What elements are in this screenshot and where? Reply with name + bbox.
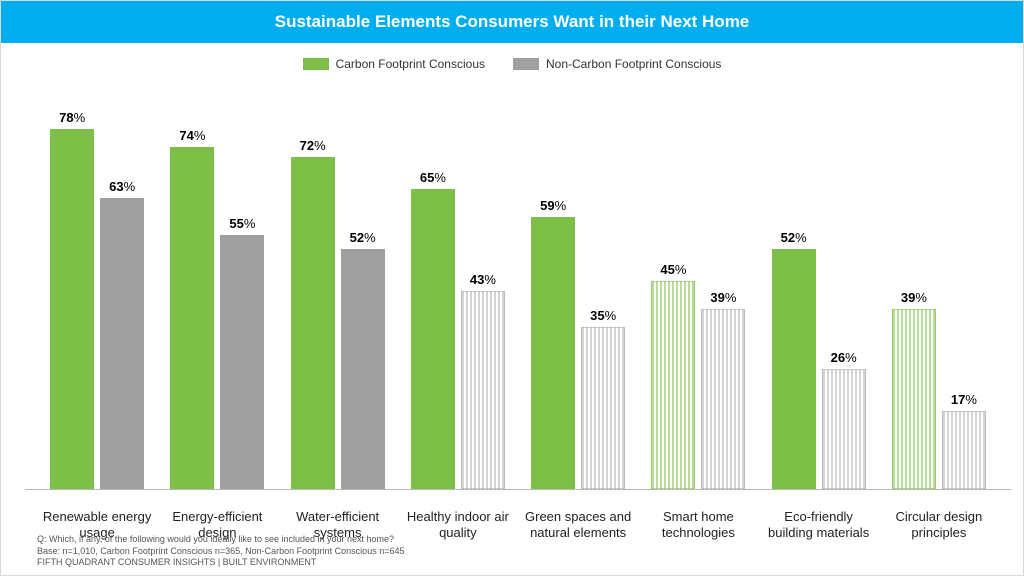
bar-value-label: 59% bbox=[540, 198, 566, 213]
bar-wrap: 39% bbox=[701, 290, 745, 489]
bar-group: 59% 35% bbox=[518, 89, 638, 489]
bar-group: 72% 52% bbox=[278, 89, 398, 489]
x-axis-label: Green spaces and natural elements bbox=[518, 509, 638, 542]
bar-value-label: 52% bbox=[781, 230, 807, 245]
bar-pair: 78% 63% bbox=[44, 89, 150, 489]
bar-pair: 72% 52% bbox=[285, 89, 391, 489]
bar-wrap: 55% bbox=[220, 216, 264, 489]
bar-noncarbon bbox=[822, 369, 866, 489]
x-axis-label: Circular design principles bbox=[879, 509, 999, 542]
bar-value-label: 52% bbox=[350, 230, 376, 245]
bar-value-label: 39% bbox=[710, 290, 736, 305]
legend-swatch-0 bbox=[303, 58, 329, 70]
bar-wrap: 63% bbox=[100, 179, 144, 489]
footer-notes: Q: Which, if any, of the following would… bbox=[37, 534, 404, 569]
footer-line-1: Base: n=1,010, Carbon Footprint Consciou… bbox=[37, 546, 404, 558]
legend: Carbon Footprint Conscious Non-Carbon Fo… bbox=[1, 43, 1023, 77]
bar-value-label: 65% bbox=[420, 170, 446, 185]
bar-group: 78% 63% bbox=[37, 89, 157, 489]
bar-carbon bbox=[651, 281, 695, 489]
bar-carbon bbox=[772, 249, 816, 489]
bar-wrap: 52% bbox=[341, 230, 385, 489]
bar-wrap: 35% bbox=[581, 308, 625, 489]
bar-noncarbon bbox=[100, 198, 144, 489]
title-bar: Sustainable Elements Consumers Want in t… bbox=[1, 1, 1023, 43]
bar-carbon bbox=[170, 147, 214, 489]
bar-value-label: 55% bbox=[229, 216, 255, 231]
bar-pair: 39% 17% bbox=[886, 89, 992, 489]
x-axis-line bbox=[25, 489, 1011, 490]
legend-item-0: Carbon Footprint Conscious bbox=[303, 57, 485, 71]
bar-group: 39% 17% bbox=[879, 89, 999, 489]
bar-value-label: 26% bbox=[831, 350, 857, 365]
bar-pair: 65% 43% bbox=[405, 89, 511, 489]
bar-pair: 45% 39% bbox=[645, 89, 751, 489]
x-axis-label: Eco-friendly building materials bbox=[759, 509, 879, 542]
bar-value-label: 17% bbox=[951, 392, 977, 407]
bar-group: 74% 55% bbox=[157, 89, 277, 489]
bar-value-label: 39% bbox=[901, 290, 927, 305]
bar-wrap: 74% bbox=[170, 128, 214, 489]
legend-swatch-1 bbox=[513, 58, 539, 70]
legend-label-1: Non-Carbon Footprint Conscious bbox=[546, 57, 721, 71]
legend-label-0: Carbon Footprint Conscious bbox=[336, 57, 485, 71]
bar-value-label: 78% bbox=[59, 110, 85, 125]
chart-title: Sustainable Elements Consumers Want in t… bbox=[275, 12, 750, 32]
bar-group: 52% 26% bbox=[759, 89, 879, 489]
bar-value-label: 45% bbox=[660, 262, 686, 277]
bar-wrap: 65% bbox=[411, 170, 455, 489]
bar-pair: 59% 35% bbox=[525, 89, 631, 489]
x-axis-label: Smart home technologies bbox=[638, 509, 758, 542]
bar-noncarbon bbox=[461, 291, 505, 489]
bar-wrap: 59% bbox=[531, 198, 575, 489]
bar-wrap: 17% bbox=[942, 392, 986, 489]
bar-value-label: 43% bbox=[470, 272, 496, 287]
bar-carbon bbox=[291, 157, 335, 489]
bar-wrap: 43% bbox=[461, 272, 505, 489]
bar-noncarbon bbox=[701, 309, 745, 489]
footer-line-0: Q: Which, if any, of the following would… bbox=[37, 534, 404, 546]
bar-value-label: 35% bbox=[590, 308, 616, 323]
bar-carbon bbox=[411, 189, 455, 489]
plot-area: 78% 63% 74% 55% 72% 52% 65% 43% 59% 35% 45% 39% 52% 2… bbox=[37, 89, 999, 489]
bar-noncarbon bbox=[220, 235, 264, 489]
bar-pair: 52% 26% bbox=[766, 89, 872, 489]
bar-wrap: 72% bbox=[291, 138, 335, 489]
bar-noncarbon bbox=[341, 249, 385, 489]
bar-wrap: 78% bbox=[50, 110, 94, 489]
bar-value-label: 63% bbox=[109, 179, 135, 194]
legend-item-1: Non-Carbon Footprint Conscious bbox=[513, 57, 721, 71]
chart-frame: Sustainable Elements Consumers Want in t… bbox=[0, 0, 1024, 576]
bar-pair: 74% 55% bbox=[164, 89, 270, 489]
bar-wrap: 52% bbox=[772, 230, 816, 489]
bar-group: 65% 43% bbox=[398, 89, 518, 489]
bar-carbon bbox=[892, 309, 936, 489]
bar-group: 45% 39% bbox=[638, 89, 758, 489]
bar-noncarbon bbox=[581, 327, 625, 489]
bar-value-label: 74% bbox=[179, 128, 205, 143]
bar-noncarbon bbox=[942, 411, 986, 489]
bar-wrap: 26% bbox=[822, 350, 866, 489]
bar-carbon bbox=[531, 217, 575, 489]
footer-line-2: FIFTH QUADRANT CONSUMER INSIGHTS | BUILT… bbox=[37, 557, 404, 569]
bar-wrap: 39% bbox=[892, 290, 936, 489]
bar-wrap: 45% bbox=[651, 262, 695, 489]
bar-value-label: 72% bbox=[300, 138, 326, 153]
bar-carbon bbox=[50, 129, 94, 489]
x-axis-label: Healthy indoor air quality bbox=[398, 509, 518, 542]
